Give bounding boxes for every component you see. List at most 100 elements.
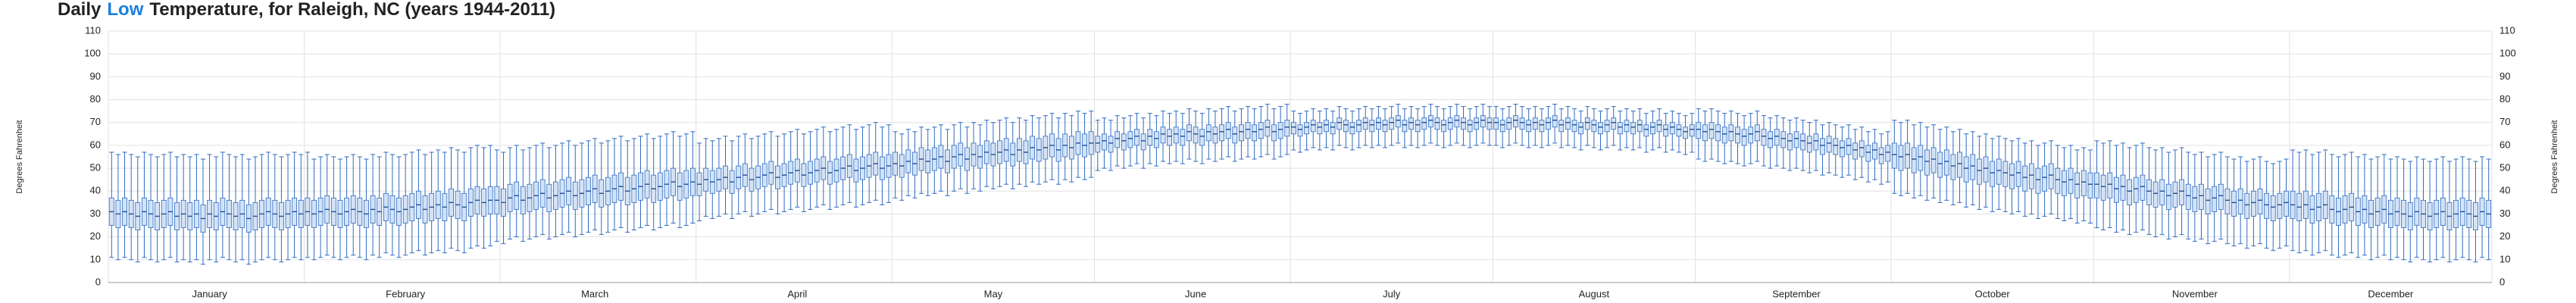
box	[1232, 127, 1238, 144]
y-tick-label: 80	[90, 93, 101, 105]
box	[1924, 149, 1930, 176]
box	[2165, 183, 2171, 210]
box	[1611, 117, 1617, 130]
box	[2127, 179, 2133, 205]
box	[1872, 142, 1877, 160]
box	[1963, 156, 1969, 183]
box	[1349, 122, 1355, 135]
box	[1689, 124, 1695, 137]
box	[1774, 129, 1780, 146]
box	[1891, 142, 1897, 169]
box	[1271, 124, 1277, 142]
box	[1761, 129, 1767, 146]
box	[1513, 115, 1518, 128]
y-tick-label: 90	[90, 70, 101, 82]
box	[1676, 124, 1682, 137]
box	[1480, 115, 1486, 128]
box	[2172, 181, 2178, 208]
box	[2192, 186, 2198, 212]
box	[1343, 120, 1349, 133]
y2-tick-label: 100	[2499, 48, 2516, 59]
box	[2140, 174, 2146, 201]
box	[1421, 117, 1427, 130]
box	[1402, 120, 1408, 133]
box	[1376, 117, 1381, 130]
box	[1905, 142, 1911, 169]
box	[1591, 120, 1597, 133]
y2-tick-label: 10	[2499, 253, 2510, 264]
box	[1800, 133, 1806, 151]
box	[1571, 120, 1577, 133]
x-tick-label: May	[984, 288, 1003, 299]
box	[1643, 124, 1649, 137]
box	[1715, 124, 1721, 142]
box	[1578, 122, 1584, 135]
box	[1806, 136, 1812, 153]
box	[1252, 124, 1258, 142]
box	[1362, 117, 1368, 130]
box	[2264, 192, 2270, 219]
x-tick-label: April	[787, 288, 807, 299]
boxes	[108, 104, 2492, 265]
box	[1108, 136, 1114, 153]
box	[1102, 133, 1107, 151]
box	[1820, 138, 1825, 155]
box	[1205, 124, 1211, 142]
box	[1290, 122, 1296, 135]
box	[2048, 163, 2054, 189]
box	[2205, 188, 2211, 214]
box	[1990, 161, 1996, 187]
box	[2068, 167, 2074, 194]
box	[1180, 129, 1186, 146]
box	[1793, 131, 1799, 148]
box	[1558, 120, 1565, 133]
box	[1826, 136, 1832, 153]
box	[1637, 120, 1643, 133]
box	[2146, 179, 2152, 205]
box	[2212, 186, 2218, 212]
box	[1239, 124, 1244, 142]
y-tick-label: 100	[84, 48, 101, 59]
box	[1930, 147, 1937, 173]
box	[2062, 170, 2067, 196]
box	[1389, 117, 1395, 130]
box	[2224, 188, 2231, 214]
y-tick-label: 50	[90, 162, 101, 173]
y2-tick-label: 20	[2499, 230, 2510, 242]
box	[1304, 122, 1310, 135]
box	[1277, 122, 1283, 139]
box	[2152, 181, 2159, 208]
box	[1918, 145, 1924, 171]
box	[1741, 129, 1747, 146]
y-tick-label: 70	[90, 116, 101, 127]
box	[1317, 122, 1323, 135]
box	[2257, 188, 2263, 214]
box	[2231, 190, 2237, 217]
x-tick-label: November	[2172, 288, 2218, 299]
box	[1996, 158, 2002, 185]
box	[1173, 127, 1179, 144]
box	[1943, 149, 1949, 176]
box	[1708, 122, 1715, 139]
box	[1310, 120, 1316, 133]
box	[1565, 117, 1571, 130]
box	[1846, 138, 1852, 155]
y2-tick-label: 90	[2499, 70, 2510, 82]
y-tick-label: 10	[90, 253, 101, 264]
box	[1630, 122, 1636, 135]
y2-axis-title: Degrees Fahrenheit	[2550, 120, 2559, 193]
box	[1702, 124, 1708, 142]
box	[1219, 124, 1224, 142]
box	[1728, 124, 1734, 142]
box	[1167, 129, 1173, 146]
box	[2120, 174, 2126, 201]
y2-tick-label: 80	[2499, 93, 2510, 105]
x-tick-label: August	[1579, 288, 1610, 299]
box	[1584, 117, 1590, 130]
box	[1650, 122, 1655, 135]
x-tick-label: December	[2368, 288, 2414, 299]
box	[1297, 124, 1303, 137]
title-rest: Temperature, for Raleigh, NC (years 1944…	[149, 0, 555, 20]
box	[1408, 117, 1414, 130]
